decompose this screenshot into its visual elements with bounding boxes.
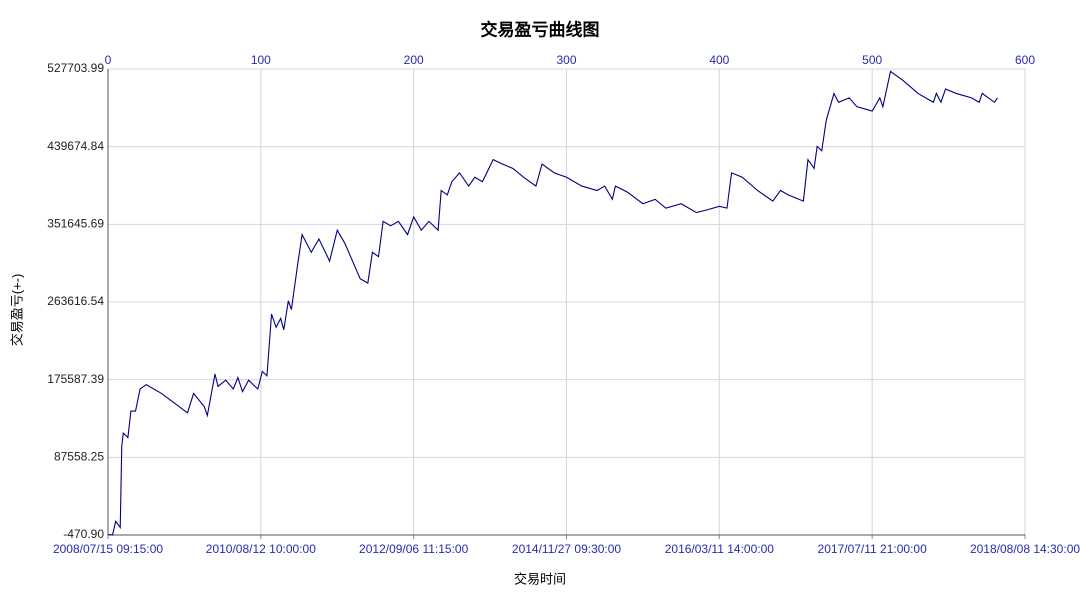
x-tick-label: 500 <box>862 53 882 67</box>
x-date-label: 2018/08/08 14:30:00 <box>970 542 1080 556</box>
y-tick-label: 527703.99 <box>47 61 104 75</box>
equity-line <box>107 70 998 536</box>
x-tick-label: 100 <box>251 53 271 67</box>
x-tick-label: 0 <box>105 53 112 67</box>
x-date-label: 2014/11/27 09:30:00 <box>512 542 622 556</box>
y-tick-label: 351645.69 <box>47 217 104 231</box>
y-tick-label: 439674.84 <box>47 139 104 153</box>
x-tick-label: 300 <box>556 53 576 67</box>
x-date-label: 2017/07/11 21:00:00 <box>818 542 928 556</box>
y-tick-label: -470.90 <box>63 527 104 541</box>
x-date-label: 2008/07/15 09:15:00 <box>53 542 163 556</box>
y-tick-label: 263616.54 <box>47 294 104 308</box>
x-axis-label: 交易时间 <box>514 571 566 586</box>
x-date-label: 2010/08/12 10:00:00 <box>206 542 316 556</box>
x-tick-label: 200 <box>404 53 424 67</box>
y-tick-label: 175587.39 <box>47 372 104 386</box>
y-axis-label: 交易盈亏(+-) <box>9 274 24 347</box>
x-date-label: 2012/09/06 11:15:00 <box>359 542 469 556</box>
x-tick-label: 600 <box>1015 53 1035 67</box>
y-tick-label: 87558.25 <box>54 450 104 464</box>
chart-title: 交易盈亏曲线图 <box>481 19 600 39</box>
x-date-label: 2016/03/11 14:00:00 <box>665 542 775 556</box>
x-tick-label: 400 <box>709 53 729 67</box>
